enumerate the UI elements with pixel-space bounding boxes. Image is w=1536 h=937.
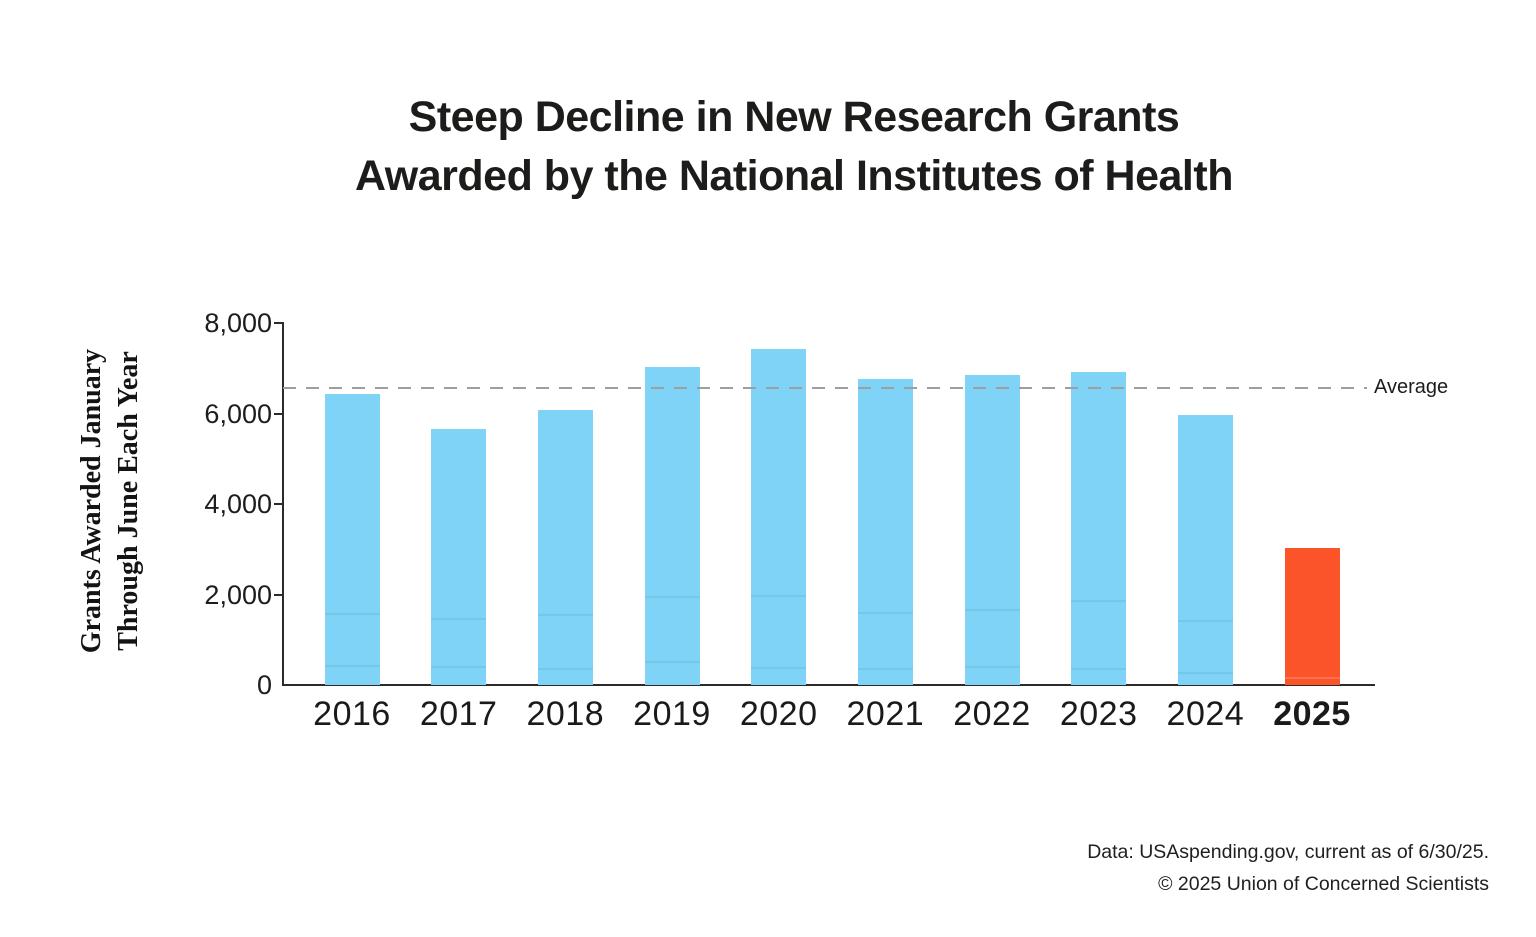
bar-2023 — [1071, 371, 1127, 685]
bar-segment-line — [1284, 676, 1340, 679]
bar-segment-line — [537, 614, 593, 617]
y-axis-label-line1: Grants Awarded January — [76, 348, 107, 654]
y-axis-label: Grants Awarded January Through June Each… — [73, 291, 147, 711]
copyright-line: © 2025 Union of Concerned Scientists — [1158, 873, 1489, 895]
bar-segment-line — [431, 618, 487, 621]
x-label-2024: 2024 — [1166, 695, 1245, 733]
data-source-line: Data: USAspending.gov, current as of 6/3… — [1087, 841, 1489, 863]
average-label: Average — [1374, 375, 1449, 398]
x-label-2022: 2022 — [953, 695, 1031, 733]
x-axis-line — [282, 684, 1375, 686]
bar-2025 — [1284, 548, 1340, 685]
bar-segment-line — [1177, 619, 1233, 622]
bar-2016 — [324, 394, 380, 685]
x-label-2021: 2021 — [846, 695, 925, 733]
y-tick-label-0: 0 — [256, 670, 272, 700]
chart-title-line2: Awarded by the National Institutes of He… — [355, 152, 1233, 200]
bar-segment-line — [857, 668, 913, 671]
y-tick-label-4000: 4,000 — [204, 489, 272, 519]
bar-2022 — [964, 375, 1020, 685]
bar-segment-line — [1177, 671, 1233, 674]
y-tick-mark-6000 — [274, 412, 283, 415]
bar-2019 — [644, 367, 700, 685]
y-axis-line — [282, 322, 284, 686]
bar-2020 — [751, 349, 807, 685]
x-label-2020: 2020 — [739, 695, 818, 733]
bar-segment-line — [1071, 599, 1127, 602]
y-tick-mark-2000 — [274, 593, 283, 596]
x-label-2017: 2017 — [419, 695, 498, 733]
bar-2024 — [1177, 414, 1233, 685]
y-tick-mark-8000 — [274, 322, 283, 324]
bar-2018 — [537, 409, 593, 685]
chart-title: Steep Decline in New Research Grants Awa… — [26, 88, 1536, 206]
bar-segment-line — [1071, 668, 1127, 671]
bar-segment-line — [751, 666, 807, 669]
bar-segment-line — [537, 667, 593, 670]
x-label-2023: 2023 — [1059, 695, 1138, 733]
bar-segment-line — [324, 665, 380, 668]
bar-segment-line — [751, 594, 807, 597]
bar-2017 — [431, 428, 487, 685]
bar-segment-line — [324, 612, 380, 615]
bar-segment-line — [964, 665, 1020, 668]
bar-2021 — [857, 379, 913, 685]
x-label-2018: 2018 — [526, 695, 605, 733]
bar-segment-line — [644, 595, 700, 598]
y-tick-label-8000: 8,000 — [204, 308, 272, 338]
bar-segment-line — [857, 611, 913, 614]
bar-segment-line — [644, 661, 700, 664]
x-label-2016: 2016 — [313, 695, 391, 733]
x-label-2025: 2025 — [1273, 695, 1351, 733]
chart-title-line1: Steep Decline in New Research Grants — [408, 93, 1180, 141]
y-tick-mark-4000 — [274, 503, 283, 505]
bar-segment-line — [964, 608, 1020, 611]
bar-segment-line — [431, 665, 487, 668]
x-label-2019: 2019 — [633, 695, 711, 733]
source-attribution: Data: USAspending.gov, current as of 6/3… — [1087, 836, 1489, 900]
y-tick-label-6000: 6,000 — [204, 398, 272, 429]
y-tick-label-2000: 2,000 — [204, 579, 272, 610]
average-dashed-line — [283, 386, 1367, 389]
